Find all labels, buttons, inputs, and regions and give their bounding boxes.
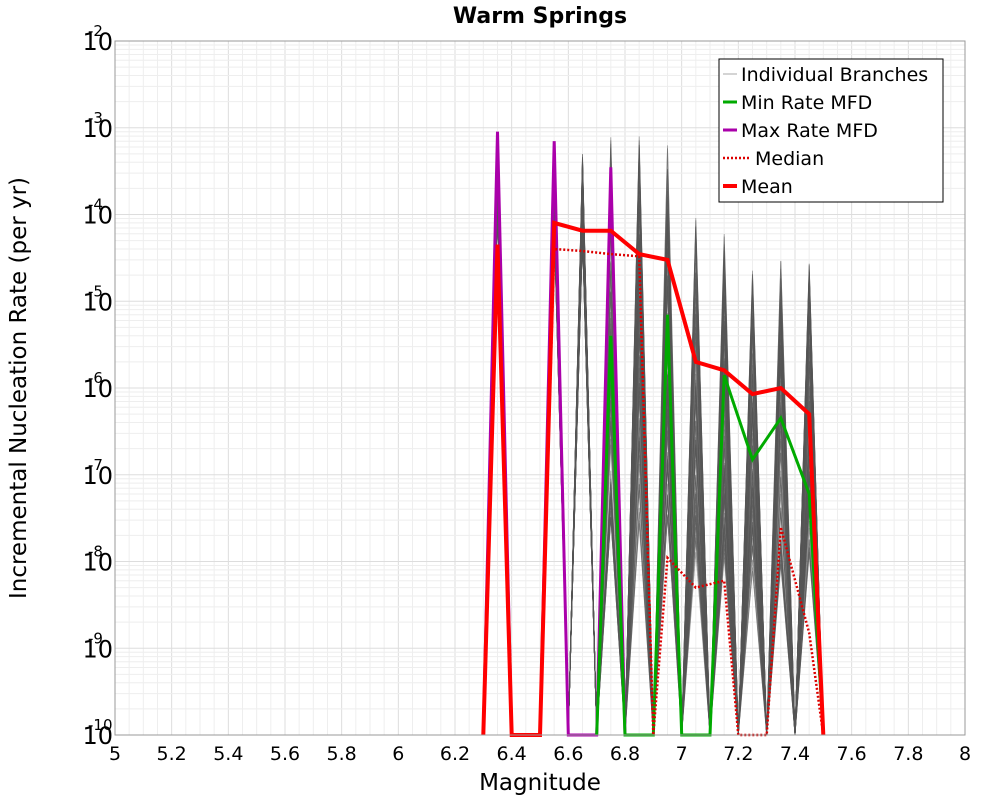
grid (114, 41, 966, 736)
y-tick-exponent: -2 (88, 22, 103, 40)
y-tick-base: 10 (82, 375, 113, 403)
x-tick-label: 5.4 (213, 743, 243, 765)
y-tick-base: 10 (82, 635, 113, 663)
x-tick-label: 7.4 (780, 743, 810, 765)
legend-item: Min Rate MFD (723, 92, 872, 114)
x-axis-label: Magnitude (479, 770, 601, 796)
y-tick-base: 10 (82, 549, 113, 577)
x-tick-labels: 5 5.2 5.4 5.6 5.8 6 6.2 6.4 6.6 6.8 7 7.2 7.4 7.6 7.8 8 (109, 743, 971, 765)
y-tick-exponent: -7 (88, 456, 103, 474)
y-tick-label: 10-4 (82, 196, 113, 230)
y-tick-label: 10-2 (82, 22, 113, 56)
x-tick-label: 7.6 (837, 743, 867, 765)
y-tick-label: 10-5 (82, 282, 113, 316)
x-tick-label: 6.4 (497, 743, 527, 765)
legend-item: Max Rate MFD (723, 120, 878, 142)
x-tick-label: 6 (392, 743, 404, 765)
y-tick-exponent: -3 (88, 109, 103, 127)
legend-item: Median (723, 148, 824, 170)
x-tick-label: 6.2 (440, 743, 470, 765)
legend-label: Individual Branches (741, 64, 928, 86)
legend-label: Max Rate MFD (741, 120, 878, 142)
y-axis-label: Incremental Nucleation Rate (per yr) (6, 177, 32, 599)
y-tick-label: 10-8 (82, 543, 113, 577)
y-tick-base: 10 (82, 28, 113, 56)
x-tick-label: 5.8 (327, 743, 357, 765)
y-tick-exponent: -9 (88, 629, 103, 647)
y-tick-label: 10-9 (82, 629, 113, 663)
y-tick-base: 10 (82, 115, 113, 143)
x-tick-label: 6.8 (610, 743, 640, 765)
y-tick-exponent: -4 (88, 196, 103, 214)
x-tick-label: 5 (109, 743, 121, 765)
y-tick-exponent: -6 (88, 369, 103, 387)
legend-label: Min Rate MFD (741, 92, 872, 114)
legend-box (718, 58, 944, 203)
legend-label: Median (755, 148, 824, 170)
legend-item: Mean (723, 176, 793, 198)
chart-title: Warm Springs (453, 4, 627, 29)
x-tick-label: 7.8 (893, 743, 923, 765)
series-line-max-rate-mfd (481, 131, 627, 737)
x-tick-label: 5.6 (270, 743, 300, 765)
legend-item: Individual Branches (723, 64, 928, 86)
y-tick-exponent: -5 (88, 282, 103, 300)
x-tick-label: 6.6 (553, 743, 583, 765)
y-tick-label: 10-10 (82, 716, 113, 750)
y-tick-base: 10 (82, 202, 113, 230)
y-tick-exponent: -8 (88, 543, 103, 561)
x-tick-label: 8 (959, 743, 971, 765)
x-tick-label: 7.2 (723, 743, 753, 765)
x-tick-label: 7 (676, 743, 688, 765)
legend-label: Mean (741, 176, 793, 198)
y-tick-label: 10-6 (82, 369, 113, 403)
plot-frame (114, 40, 966, 736)
x-tick-label: 5.2 (157, 743, 187, 765)
y-tick-label: 10-7 (82, 456, 113, 490)
y-tick-exponent: -10 (88, 716, 113, 734)
legend: Individual Branches Min Rate MFD Max Rate … (718, 58, 944, 203)
y-tick-base: 10 (82, 288, 113, 316)
y-tick-base: 10 (82, 462, 113, 490)
y-tick-label: 10-3 (82, 109, 113, 143)
y-tick-base: 10 (82, 722, 113, 750)
